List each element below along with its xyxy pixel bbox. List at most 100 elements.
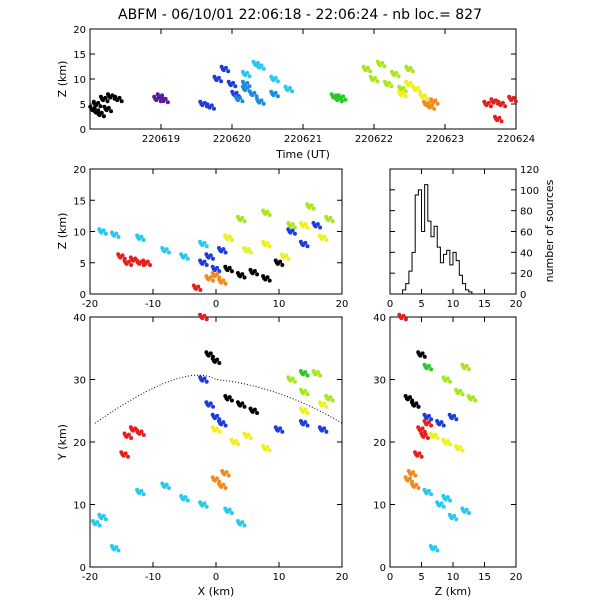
scatter-point <box>237 273 241 278</box>
scatter-point <box>97 523 102 528</box>
scatter-point <box>401 313 406 318</box>
x-tick-label: 220623 <box>426 134 464 145</box>
scatter-point <box>324 237 329 242</box>
scatter-point <box>417 89 422 94</box>
scatter-point <box>211 273 216 278</box>
scatter-point <box>234 90 239 95</box>
scatter-point <box>136 235 141 240</box>
scatter-point <box>423 421 428 426</box>
scatter-point <box>211 358 216 363</box>
scatter-point <box>240 520 245 525</box>
scatter-point <box>366 65 370 70</box>
time-height-xlabel: Time (UT) <box>275 148 330 161</box>
y-tick-label: 40 <box>73 313 86 324</box>
x-tick-label: 10 <box>447 572 460 583</box>
scatter-point <box>226 69 231 74</box>
scatter-point <box>278 426 283 431</box>
scatter-point <box>292 231 297 236</box>
scatter-point <box>305 373 310 378</box>
scatter-point <box>248 435 253 440</box>
scatter-point <box>226 473 231 478</box>
y-tick-label: 20 <box>520 269 533 280</box>
scatter-point <box>247 74 252 79</box>
scatter-point <box>420 433 425 438</box>
scatter-point <box>237 217 241 221</box>
scatter-point <box>419 94 424 99</box>
scatter-point <box>103 231 108 236</box>
scatter-point <box>439 420 444 425</box>
scatter-point <box>324 404 329 409</box>
scatter-point <box>105 99 110 104</box>
scatter-point <box>242 523 247 528</box>
x-height-panel: Z (km) -20 -10 0 10 20 0 5 10 15 20 <box>56 165 348 310</box>
scatter-point <box>416 404 421 409</box>
scatter-point <box>129 427 134 432</box>
scatter-point <box>461 365 466 369</box>
scatter-point <box>199 260 204 265</box>
scatter-point <box>221 278 226 283</box>
scatter-point <box>117 95 122 100</box>
scatter-point <box>148 262 152 267</box>
scatter-point <box>240 272 245 277</box>
scatter-point <box>432 106 437 111</box>
scatter-point <box>382 64 387 69</box>
scatter-point <box>227 395 232 400</box>
scatter-point <box>262 242 267 246</box>
scatter-point <box>183 495 188 500</box>
scatter-point <box>435 101 440 106</box>
x-tick-label: 15 <box>478 299 491 310</box>
scatter-point <box>223 281 228 286</box>
y-tick-label: 0 <box>80 125 86 136</box>
scatter-point <box>303 370 308 375</box>
y-tick-label: 30 <box>373 376 386 387</box>
scatter-point <box>252 269 257 274</box>
scatter-point <box>467 396 472 401</box>
scatter-point <box>234 438 238 443</box>
scatter-point <box>199 377 204 382</box>
scatter-point <box>328 395 333 400</box>
time-height-ylabel: Z (km) <box>56 61 69 98</box>
scatter-point <box>236 442 241 447</box>
scatter-point <box>238 95 243 100</box>
y-tick-label: 80 <box>520 207 533 218</box>
scatter-point <box>252 90 257 95</box>
scatter-point <box>417 352 422 357</box>
scatter-point <box>334 97 339 101</box>
scatter-point <box>217 429 222 434</box>
scatter-point <box>452 513 457 518</box>
scatter-point <box>245 80 250 85</box>
y-tick-label: 30 <box>73 376 86 387</box>
x-tick-label: -10 <box>145 299 161 310</box>
plan-view-ylabel: Y (km) <box>56 424 69 461</box>
scatter-point <box>252 62 257 66</box>
scatter-point <box>280 262 285 267</box>
y-tick-label: 15 <box>73 196 86 207</box>
scatter-point <box>380 60 385 65</box>
scatter-point <box>275 79 280 84</box>
scatter-point <box>414 401 419 406</box>
scatter-point <box>183 253 188 258</box>
scatter-point <box>165 100 170 105</box>
y-tick-label: 20 <box>373 438 386 449</box>
scatter-point <box>161 248 166 253</box>
plan-view-xlabel: X (km) <box>198 585 235 598</box>
scatter-point <box>303 240 308 245</box>
scatter-point <box>343 97 348 102</box>
scatter-point <box>429 367 434 372</box>
scatter-point <box>305 410 310 415</box>
scatter-point <box>270 77 275 81</box>
scatter-point <box>280 429 285 434</box>
scatter-point <box>448 442 452 447</box>
scatter-point <box>136 490 141 494</box>
scatter-point <box>224 65 228 70</box>
scatter-point <box>300 242 304 246</box>
scatter-point <box>161 483 166 488</box>
y-tick-label: 20 <box>73 25 86 36</box>
scatter-point <box>401 90 406 95</box>
scatter-point <box>242 72 246 76</box>
scatter-point <box>221 247 226 252</box>
scatter-point <box>448 379 452 384</box>
scatter-point <box>98 515 103 519</box>
scatter-point <box>180 254 185 259</box>
scatter-point <box>223 485 228 490</box>
